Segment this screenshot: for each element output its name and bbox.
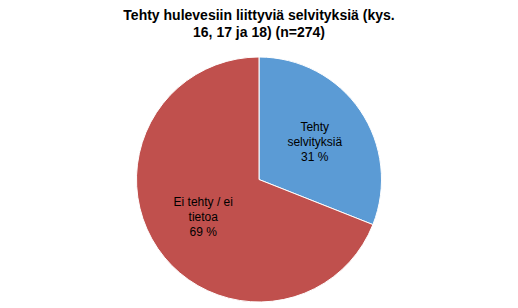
data-label: 69 % bbox=[190, 225, 218, 239]
data-label: 31 % bbox=[301, 150, 329, 164]
chart-title-line: Tehty hulevesiin liittyviä selvityksiä (… bbox=[123, 7, 394, 23]
chart-title-line: 16, 17 ja 18) (n=274) bbox=[193, 24, 325, 40]
chart: Tehty hulevesiin liittyviä selvityksiä (… bbox=[0, 0, 518, 308]
slice-label-line: Tehty bbox=[300, 120, 329, 134]
pie-slice bbox=[137, 57, 373, 302]
slice-label: Ei tehty / eitietoa bbox=[174, 195, 233, 224]
pie: Tehtyselvityksiä31 % Ei tehty / eitietoa6… bbox=[137, 57, 382, 302]
slice-label-line: Ei tehty / ei bbox=[174, 195, 233, 209]
slice-label: Tehtyselvityksiä bbox=[287, 120, 342, 149]
slice-label-line: tietoa bbox=[189, 210, 219, 224]
slice-label-line: selvityksiä bbox=[287, 135, 342, 149]
chart-title: Tehty hulevesiin liittyviä selvityksiä (… bbox=[123, 7, 394, 40]
